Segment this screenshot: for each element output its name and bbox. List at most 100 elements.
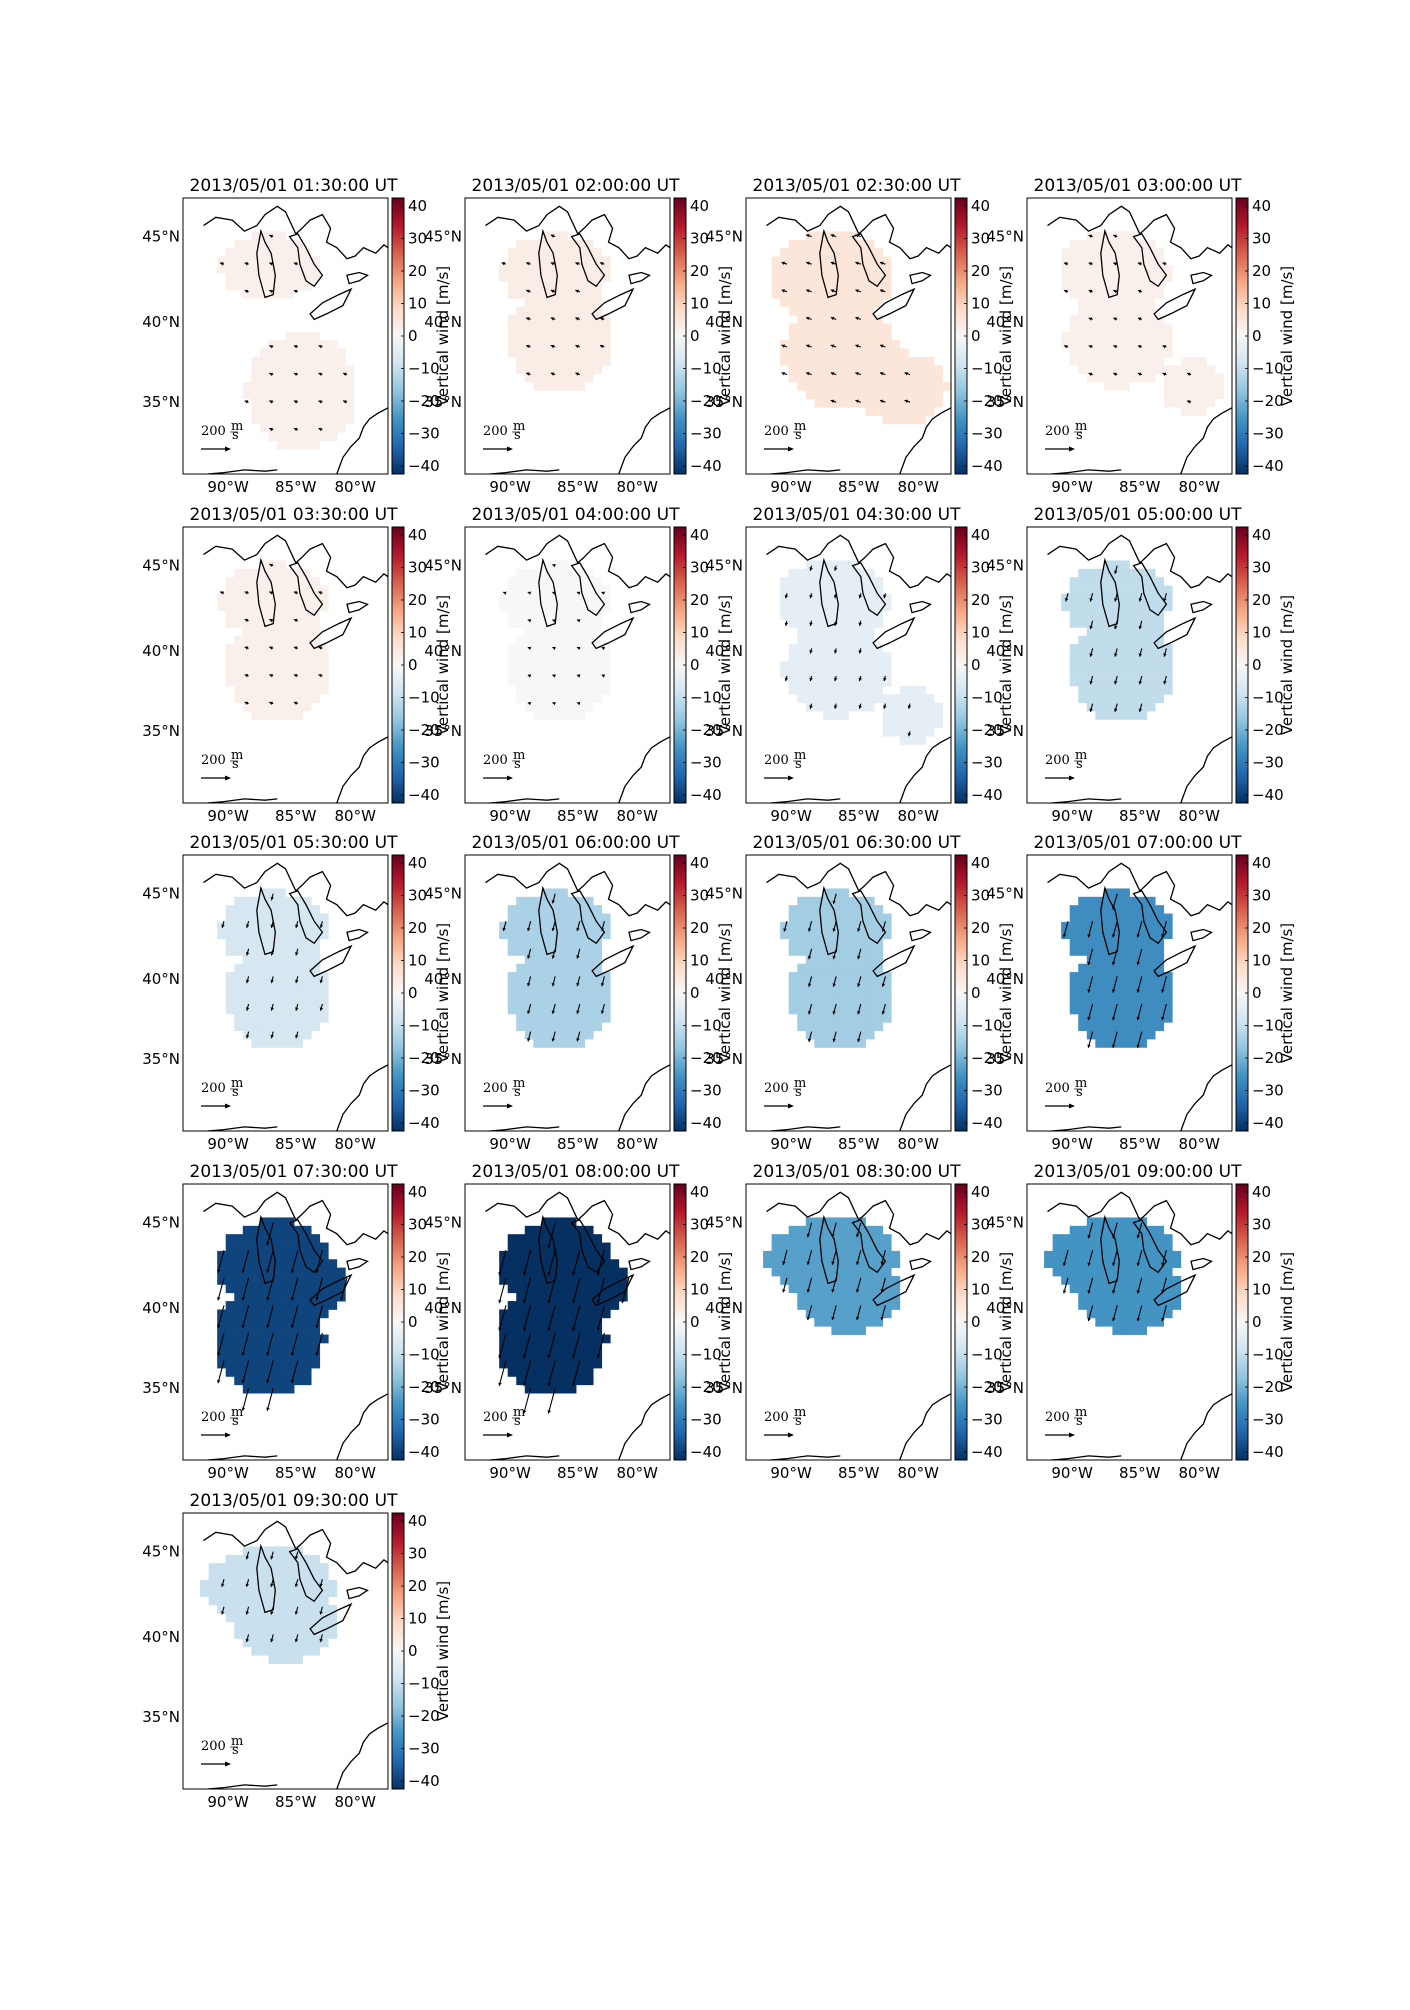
heatmap-cell: [1129, 1326, 1139, 1335]
heatmap-cell: [780, 298, 790, 308]
lake-huron: [288, 562, 324, 617]
heatmap-cell: [259, 1022, 269, 1032]
heatmap-cell: [276, 1326, 286, 1335]
heatmap-cell: [1120, 610, 1130, 620]
heatmap-cell: [242, 997, 252, 1006]
heatmap-cell: [311, 365, 321, 375]
wind-arrowhead: [1088, 317, 1093, 321]
heatmap-cell: [225, 1301, 235, 1310]
heatmap-cell: [336, 356, 346, 366]
heatmap-cell: [1095, 315, 1105, 324]
heatmap-cell: [584, 702, 594, 712]
heatmap-cell: [857, 1309, 866, 1319]
heatmap-cell: [788, 348, 798, 358]
wind-arrowhead: [1138, 708, 1143, 712]
lat-tick-label: 40°N: [424, 1299, 462, 1317]
heatmap-cell: [259, 1554, 269, 1564]
heatmap-cell: [1112, 888, 1122, 898]
colorbar-tick-label: 0: [408, 984, 418, 1002]
heatmap-cell: [839, 644, 849, 653]
heatmap-cell: [311, 905, 321, 914]
heatmap-cell: [1103, 627, 1113, 637]
heatmap-cell: [1163, 644, 1173, 653]
heatmap-cell: [294, 1309, 303, 1319]
heatmap-cell: [814, 331, 824, 341]
wind-arrowhead: [781, 372, 785, 376]
heatmap-cell: [1078, 239, 1088, 249]
heatmap-cell: [533, 256, 543, 266]
heatmap-cell: [797, 356, 807, 366]
heatmap-cell: [217, 1596, 227, 1606]
wind-arrowhead: [830, 399, 835, 403]
coastline-south: [1051, 798, 1122, 804]
wind-arrowhead: [880, 399, 884, 403]
heatmap-cell: [268, 1638, 278, 1648]
heatmap-cell: [533, 331, 543, 341]
heatmap-cell: [1103, 1013, 1113, 1023]
heatmap-cell: [319, 1605, 329, 1614]
heatmap-cell: [1061, 256, 1071, 266]
wind-arrowhead: [1136, 961, 1140, 965]
lat-tick-label: 40°N: [142, 313, 180, 331]
heatmap-cell: [831, 568, 841, 578]
heatmap-cell: [576, 702, 585, 712]
colorbar-tick-label: −10: [971, 689, 1003, 707]
wind-arrowhead: [577, 646, 581, 651]
wind-arrowhead: [833, 650, 838, 654]
heatmap-cell: [294, 1242, 303, 1252]
wind-arrow: [291, 1250, 299, 1273]
heatmap-cell: [916, 702, 926, 712]
wind-arrowhead: [1111, 934, 1116, 938]
heatmap-cell: [516, 348, 526, 358]
heatmap-cell: [1078, 1259, 1088, 1269]
heatmap-cell: [1129, 997, 1139, 1006]
heatmap-cell: [831, 577, 841, 586]
heatmap-cell: [797, 340, 807, 349]
wind-arrow: [523, 1277, 532, 1304]
heatmap-cell: [1086, 896, 1096, 906]
wind-arrowhead: [1136, 1234, 1141, 1239]
wind-arrowhead: [293, 701, 298, 705]
heatmap-cell: [797, 619, 807, 628]
wind-arrowhead: [527, 982, 531, 987]
heatmap-cell: [242, 702, 252, 712]
heatmap-cell: [328, 1630, 338, 1639]
colorbar-tick-label: −10: [408, 689, 440, 707]
heatmap-cell: [302, 905, 312, 914]
heatmap-cell: [533, 652, 543, 662]
heatmap-cell: [584, 896, 594, 906]
heatmap-cell: [899, 365, 909, 375]
heatmap-cell: [593, 1005, 603, 1015]
heatmap-cell: [268, 1284, 278, 1294]
heatmap-cell: [805, 1301, 815, 1310]
heatmap-cell: [311, 963, 321, 973]
heatmap-cell: [251, 669, 261, 678]
heatmap-cell: [788, 577, 798, 586]
heatmap-cell: [584, 1030, 594, 1040]
heatmap-cell: [251, 231, 261, 241]
heatmap-cell: [1078, 568, 1088, 578]
heatmap-cell: [285, 1368, 295, 1377]
heatmap-cell: [276, 1605, 286, 1614]
wind-arrowhead: [295, 1034, 299, 1039]
heatmap-cell: [276, 1579, 286, 1589]
heatmap-cell: [259, 248, 269, 257]
heatmap-cell: [857, 264, 866, 274]
heatmap-cell: [294, 1554, 303, 1564]
colorbar-tick-label: 40: [690, 854, 709, 872]
heatmap-cell: [294, 980, 303, 990]
wind-arrowhead: [547, 1244, 551, 1248]
wind-arrowhead: [550, 372, 555, 376]
heatmap-cell: [268, 382, 278, 391]
heatmap-cell: [259, 972, 269, 981]
heatmap-cell: [285, 432, 295, 441]
heatmap-cell: [1095, 938, 1105, 948]
wind-arrowhead: [550, 289, 555, 293]
heatmap-cell: [1095, 896, 1105, 906]
heatmap-cell: [507, 1259, 517, 1269]
heatmap-cell: [567, 256, 577, 266]
heatmap-cell: [1155, 331, 1165, 341]
heatmap-cell: [1155, 1267, 1165, 1277]
heatmap-cell: [865, 348, 875, 358]
heatmap-cell: [533, 930, 543, 940]
